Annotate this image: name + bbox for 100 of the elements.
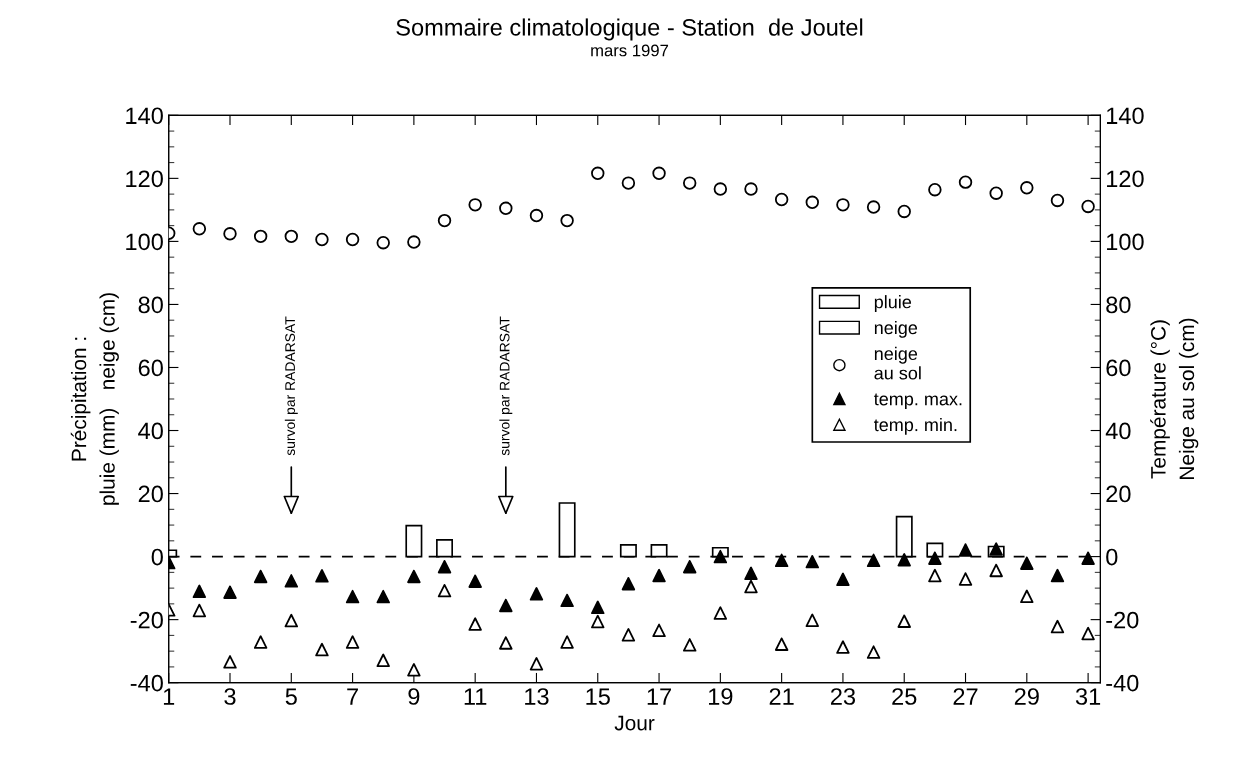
point (560, 593, 574, 608)
point (315, 642, 329, 657)
point (529, 208, 544, 223)
annotation: survol par RADARSAT (284, 316, 298, 456)
y2-axis-title: Température (°C) Neige au sol (cm) (1150, 318, 1199, 479)
point (713, 606, 728, 620)
y-tick-label: 80 (138, 296, 163, 314)
point (223, 585, 237, 599)
point (468, 574, 482, 588)
x-tick-label: 1 (163, 688, 175, 705)
point (192, 603, 207, 618)
point (437, 559, 452, 574)
point (284, 613, 299, 628)
point (836, 640, 850, 654)
point (1050, 193, 1065, 208)
point (744, 182, 758, 196)
point (560, 635, 574, 649)
x-tick-label: 5 (285, 688, 297, 705)
point (253, 229, 268, 244)
point (223, 655, 237, 669)
point (345, 232, 360, 247)
point (836, 198, 850, 212)
point (897, 553, 911, 567)
point (529, 657, 544, 671)
point (652, 166, 666, 181)
point (958, 175, 973, 189)
point (315, 232, 329, 247)
legend-label: neige au sol (874, 346, 921, 380)
point (407, 569, 421, 584)
x-tick-label: 31 (1075, 688, 1101, 705)
point (345, 589, 360, 604)
point (437, 583, 452, 598)
legend-label: temp. max. (873, 393, 962, 409)
point (1020, 556, 1034, 570)
point (805, 195, 820, 210)
point (989, 563, 1003, 578)
point (713, 549, 728, 564)
point (345, 635, 360, 649)
point (621, 576, 636, 591)
point (591, 600, 605, 615)
point (928, 551, 942, 565)
point (652, 623, 666, 638)
point (652, 568, 666, 583)
point (1081, 626, 1095, 641)
y-tick-label: -20 (130, 611, 163, 629)
y-tick-label: 0 (151, 548, 163, 566)
point (376, 589, 390, 604)
annotation: survol par RADARSAT (499, 316, 513, 456)
point (682, 559, 697, 574)
point (682, 638, 697, 652)
point (774, 192, 789, 207)
y-axis-title: Précipitation : pluie (mm) neige (cm) (70, 293, 119, 505)
point (253, 569, 268, 584)
legend-label: temp. min. (873, 417, 957, 435)
y-tick-label: 100 (126, 233, 163, 251)
point (928, 568, 942, 583)
y2-tick-label: 0 (1106, 548, 1118, 566)
bar (558, 502, 576, 558)
y-tick-label: 40 (138, 422, 163, 440)
x-tick-label: 15 (586, 688, 610, 705)
point (836, 572, 850, 587)
x-tick-label: 27 (953, 688, 978, 705)
point (284, 574, 299, 588)
point (866, 200, 881, 214)
point (682, 176, 697, 190)
point (1050, 568, 1065, 583)
point (284, 229, 299, 244)
point (560, 213, 574, 228)
point (1020, 181, 1034, 195)
x-tick-label: 3 (224, 688, 236, 705)
x-tick-label: 9 (408, 688, 420, 705)
point (958, 543, 973, 557)
point (407, 663, 421, 677)
y2-tick-label: 60 (1106, 359, 1131, 377)
point (468, 617, 482, 631)
legend-label: pluie (874, 295, 912, 312)
point (1050, 619, 1065, 634)
x-tick-label: 7 (347, 688, 358, 705)
y2-tick-label: 120 (1107, 170, 1144, 188)
point (1081, 199, 1095, 214)
x-tick-label: 23 (830, 688, 856, 705)
point (1081, 551, 1095, 565)
y-tick-label: 20 (138, 485, 163, 503)
bar (619, 544, 637, 558)
y2-tick-label: 20 (1106, 485, 1131, 503)
point (468, 198, 482, 212)
y-tick-label: 60 (138, 359, 163, 377)
point (437, 213, 452, 228)
point (621, 176, 636, 190)
point (774, 553, 789, 568)
point (866, 645, 881, 659)
x-tick-label: 17 (647, 688, 671, 705)
y2-tick-label: 80 (1106, 296, 1131, 314)
chart-title: Sommaire climatologique - Station de Joutel (396, 18, 863, 41)
point (499, 598, 513, 613)
point (529, 587, 544, 601)
legend-label: neige (874, 320, 918, 338)
point (253, 635, 268, 649)
point (591, 166, 605, 181)
y2-tick-label: 100 (1107, 233, 1144, 251)
